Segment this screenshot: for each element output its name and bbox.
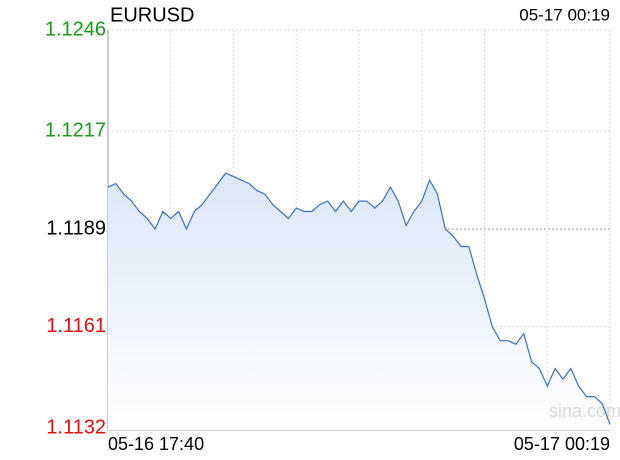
x-tick-label: 05-16 17:40 bbox=[108, 434, 204, 454]
watermark: sina.com bbox=[549, 401, 620, 421]
price-line bbox=[107, 172, 611, 425]
chart-title: EURUSD bbox=[110, 4, 194, 26]
y-tick-label: 1.1189 bbox=[46, 217, 106, 239]
x-tick-label: 05-17 00:19 bbox=[514, 434, 610, 454]
y-tick-label: 1.1161 bbox=[46, 315, 106, 337]
area bbox=[108, 173, 610, 430]
y-tick-label: 1.1132 bbox=[46, 416, 106, 438]
timestamp: 05-17 00:19 bbox=[519, 5, 610, 24]
y-tick-label: 1.1246 bbox=[45, 18, 106, 40]
y-tick-label: 1.1217 bbox=[45, 120, 106, 142]
